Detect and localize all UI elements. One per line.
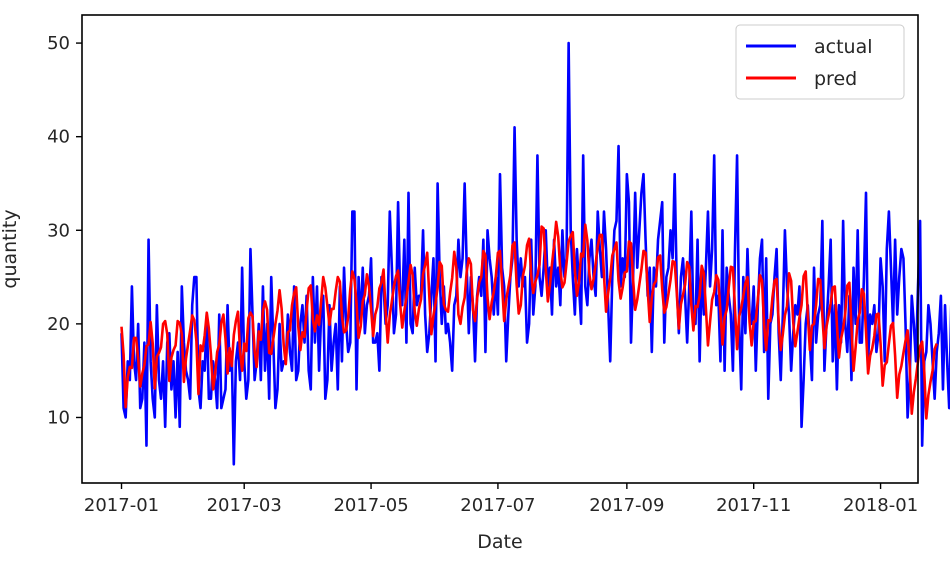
series-actual-line: [120, 41, 950, 466]
y-tick-label: 20: [47, 314, 70, 335]
y-tick-label: 10: [47, 407, 70, 428]
x-axis-label: Date: [477, 531, 522, 553]
legend-box: [735, 24, 905, 100]
legend-pred-label: pred: [814, 68, 857, 90]
x-tick-label: 2017-01: [84, 495, 159, 516]
y-axis-label: quantity: [0, 209, 21, 288]
series-layer: [120, 41, 950, 466]
y-axis: 10 20 30 40 50: [47, 33, 82, 428]
x-tick-label: 2017-07: [460, 495, 535, 516]
series-pred-line: [120, 220, 938, 420]
plot-frame: [81, 14, 919, 484]
y-tick-label: 30: [47, 220, 70, 241]
x-tick-label: 2017-05: [333, 495, 408, 516]
y-tick-label: 40: [47, 127, 70, 148]
y-tick-label: 50: [47, 33, 70, 54]
x-tick-label: 2017-03: [207, 495, 282, 516]
legend: actual pred: [735, 24, 905, 100]
x-tick-label: 2017-09: [589, 495, 664, 516]
x-tick-label: 2017-11: [716, 495, 791, 516]
legend-actual-label: actual: [814, 36, 873, 58]
x-axis: 2017-01 2017-03 2017-05 2017-07 2017-09 2017-…: [84, 483, 918, 516]
x-tick-label: 2018-01: [843, 495, 918, 516]
